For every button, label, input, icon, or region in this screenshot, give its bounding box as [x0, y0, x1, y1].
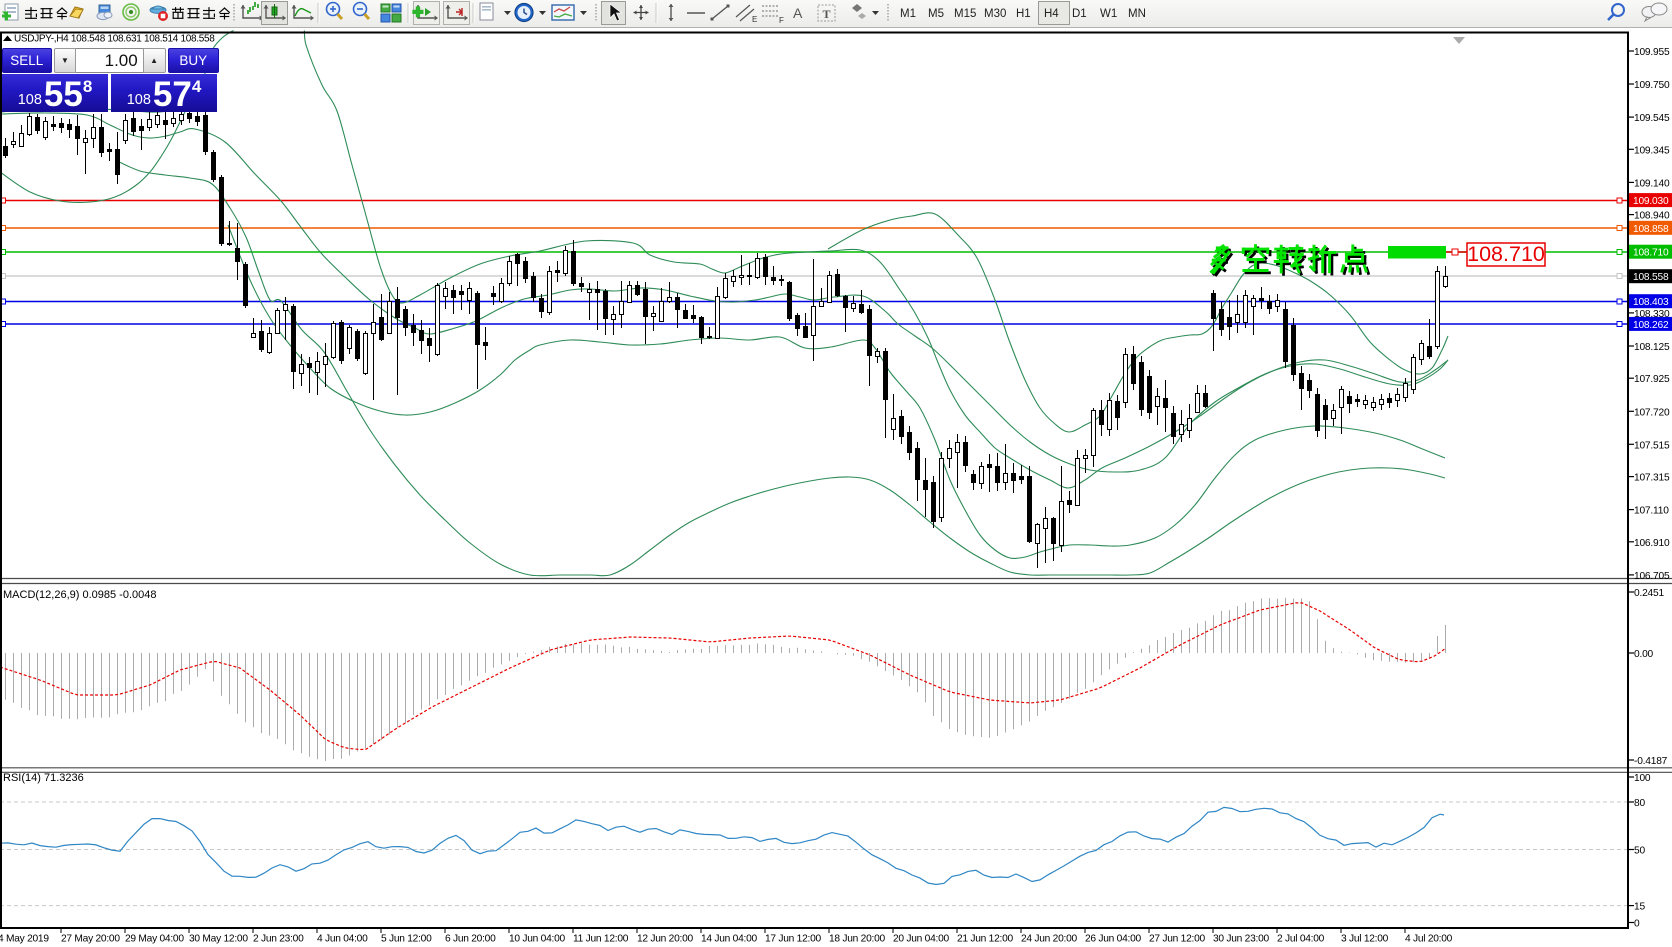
- svg-text:11 Jun 12:00: 11 Jun 12:00: [573, 934, 629, 945]
- svg-text:107.110: 107.110: [1634, 506, 1669, 517]
- svg-text:M5: M5: [928, 8, 944, 20]
- svg-text:107.925: 107.925: [1634, 374, 1670, 385]
- svg-text:109.030: 109.030: [1633, 196, 1669, 207]
- svg-text:2 Jun 23:00: 2 Jun 23:00: [253, 934, 304, 945]
- svg-text:D1: D1: [1072, 8, 1087, 20]
- svg-text:F: F: [779, 16, 784, 25]
- svg-text:3 Jul 12:00: 3 Jul 12:00: [1341, 934, 1389, 945]
- svg-text:MN: MN: [1128, 8, 1146, 20]
- svg-text:10 Jun 04:00: 10 Jun 04:00: [509, 934, 565, 945]
- svg-text:20 Jun 04:00: 20 Jun 04:00: [893, 934, 949, 945]
- svg-text:108.125: 108.125: [1634, 342, 1670, 353]
- svg-text:H4: H4: [1044, 8, 1059, 20]
- svg-text:M30: M30: [984, 8, 1006, 20]
- svg-text:W1: W1: [1100, 8, 1117, 20]
- svg-text:MACD(12,26,9) 0.0985 -0.0048: MACD(12,26,9) 0.0985 -0.0048: [3, 589, 156, 601]
- svg-text:M15: M15: [954, 8, 976, 20]
- svg-text:109.750: 109.750: [1634, 80, 1670, 91]
- svg-text:108.558: 108.558: [1633, 272, 1669, 283]
- svg-text:109.545: 109.545: [1634, 113, 1670, 124]
- svg-text:106.910: 106.910: [1634, 538, 1670, 549]
- svg-text:-0.4187: -0.4187: [1634, 756, 1668, 767]
- svg-text:18 Jun 20:00: 18 Jun 20:00: [829, 934, 885, 945]
- svg-text:108.403: 108.403: [1633, 297, 1669, 308]
- svg-text:4 May 2019: 4 May 2019: [0, 934, 49, 945]
- svg-text:6 Jun 20:00: 6 Jun 20:00: [445, 934, 496, 945]
- svg-text:30 May 12:00: 30 May 12:00: [189, 934, 248, 945]
- svg-text:M1: M1: [900, 8, 916, 20]
- svg-text:14 Jun 04:00: 14 Jun 04:00: [701, 934, 757, 945]
- svg-text:H1: H1: [1016, 8, 1031, 20]
- svg-text:109.955: 109.955: [1634, 47, 1670, 58]
- svg-text:24 Jun 20:00: 24 Jun 20:00: [1021, 934, 1077, 945]
- svg-text:29 May 04:00: 29 May 04:00: [125, 934, 184, 945]
- svg-text:109.140: 109.140: [1634, 178, 1670, 189]
- svg-text:30 Jun 23:00: 30 Jun 23:00: [1213, 934, 1269, 945]
- svg-text:5 Jun 12:00: 5 Jun 12:00: [381, 934, 432, 945]
- svg-text:26 Jun 04:00: 26 Jun 04:00: [1085, 934, 1141, 945]
- svg-text:0: 0: [1634, 919, 1640, 930]
- svg-text:E: E: [752, 15, 757, 24]
- svg-text:108.710: 108.710: [1467, 242, 1545, 266]
- svg-text:108.330: 108.330: [1634, 309, 1670, 320]
- svg-text:27 May 20:00: 27 May 20:00: [61, 934, 120, 945]
- svg-text:50: 50: [1634, 846, 1645, 857]
- svg-text:108.940: 108.940: [1634, 211, 1670, 222]
- svg-text:107.515: 107.515: [1634, 440, 1670, 451]
- svg-text:12 Jun 20:00: 12 Jun 20:00: [637, 934, 693, 945]
- svg-text:T: T: [823, 7, 831, 21]
- svg-text:RSI(14) 71.3236: RSI(14) 71.3236: [3, 772, 84, 784]
- svg-text:100: 100: [1634, 773, 1651, 784]
- svg-text:15: 15: [1634, 902, 1645, 913]
- svg-text:27 Jun 12:00: 27 Jun 12:00: [1149, 934, 1205, 945]
- svg-text:108.262: 108.262: [1633, 320, 1669, 331]
- svg-text:108.858: 108.858: [1633, 224, 1669, 235]
- svg-text:109.345: 109.345: [1634, 145, 1670, 156]
- svg-text:A: A: [793, 5, 803, 21]
- svg-text:21 Jun 12:00: 21 Jun 12:00: [957, 934, 1013, 945]
- svg-text:107.720: 107.720: [1634, 407, 1670, 418]
- svg-text:80: 80: [1634, 798, 1645, 809]
- svg-text:17 Jun 12:00: 17 Jun 12:00: [765, 934, 821, 945]
- svg-text:106.705: 106.705: [1634, 571, 1670, 582]
- svg-text:108.710: 108.710: [1633, 248, 1669, 259]
- svg-text:0.00: 0.00: [1634, 649, 1654, 660]
- svg-text:107.315: 107.315: [1634, 473, 1670, 484]
- svg-text:4 Jun 04:00: 4 Jun 04:00: [317, 934, 368, 945]
- svg-text:2 Jul 04:00: 2 Jul 04:00: [1277, 934, 1325, 945]
- svg-text:4 Jul 20:00: 4 Jul 20:00: [1405, 934, 1453, 945]
- svg-text:USDJPY-,H4 108.548 108.631 10: USDJPY-,H4 108.548 108.631 108.514 108.5…: [14, 34, 215, 45]
- svg-text:0.2451: 0.2451: [1634, 588, 1664, 599]
